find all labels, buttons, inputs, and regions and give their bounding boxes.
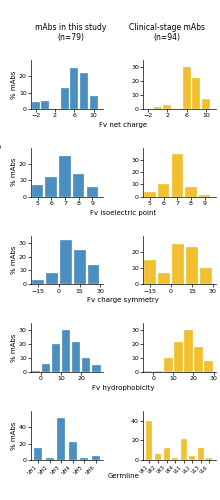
Text: Fv isoelectric point: Fv isoelectric point <box>90 210 156 216</box>
Text: Fv charge symmetry: Fv charge symmetry <box>87 298 159 304</box>
Bar <box>34 448 42 460</box>
Bar <box>46 458 54 460</box>
Bar <box>186 247 198 284</box>
Bar <box>80 458 88 460</box>
Bar <box>198 448 204 460</box>
Bar <box>183 67 191 109</box>
Bar <box>144 260 156 284</box>
Bar <box>164 358 172 372</box>
Bar <box>80 73 88 109</box>
Bar <box>62 330 70 372</box>
Bar <box>174 342 183 372</box>
Bar <box>92 456 100 460</box>
Y-axis label: % mAbs: % mAbs <box>11 422 17 450</box>
Bar <box>70 68 78 109</box>
Bar <box>69 442 77 460</box>
Bar <box>158 184 169 196</box>
Bar <box>163 448 170 460</box>
Bar <box>52 344 60 372</box>
Bar <box>88 265 99 284</box>
Bar <box>86 187 98 196</box>
Bar <box>61 88 69 109</box>
Bar <box>200 268 212 284</box>
Bar <box>92 365 101 372</box>
Bar <box>90 96 98 109</box>
Bar <box>202 99 210 109</box>
Text: mAbs in this study
(n=79): mAbs in this study (n=79) <box>35 22 106 42</box>
Bar <box>73 174 84 197</box>
Bar <box>204 361 213 372</box>
Bar <box>32 280 44 284</box>
Bar <box>172 244 184 284</box>
Bar <box>147 421 152 460</box>
Bar <box>181 438 187 460</box>
Text: Clinical-stage mAbs
(n=94): Clinical-stage mAbs (n=94) <box>129 22 205 42</box>
Bar <box>194 347 203 372</box>
Bar <box>32 185 43 196</box>
Bar <box>172 154 183 196</box>
Bar <box>206 458 212 460</box>
Y-axis label: % mAbs: % mAbs <box>11 70 17 98</box>
Bar <box>154 108 162 109</box>
Bar <box>144 371 152 372</box>
Text: Fv hydrophobicity: Fv hydrophobicity <box>92 385 154 391</box>
Bar <box>31 102 40 109</box>
Bar <box>184 330 193 372</box>
Bar <box>144 192 156 196</box>
Bar <box>42 364 50 372</box>
Bar <box>60 240 72 284</box>
Y-axis label: % mAbs: % mAbs <box>11 334 17 362</box>
Bar <box>46 177 57 197</box>
Text: Fv net charge: Fv net charge <box>99 122 147 128</box>
Bar <box>59 156 71 196</box>
Bar <box>185 187 197 196</box>
Bar <box>82 358 90 372</box>
Bar <box>163 104 171 109</box>
Y-axis label: % mAbs: % mAbs <box>11 158 17 186</box>
Bar <box>41 100 50 109</box>
Bar <box>31 371 40 372</box>
Bar <box>74 250 86 284</box>
Bar <box>172 458 178 460</box>
Text: Germline: Germline <box>107 473 139 479</box>
Bar <box>46 273 58 284</box>
Bar <box>189 456 195 460</box>
Bar <box>155 454 161 460</box>
Bar <box>57 418 65 460</box>
Bar <box>192 78 200 109</box>
Bar <box>154 371 163 372</box>
Y-axis label: % mAbs: % mAbs <box>11 246 17 274</box>
Bar <box>158 273 170 284</box>
Bar <box>72 342 80 372</box>
